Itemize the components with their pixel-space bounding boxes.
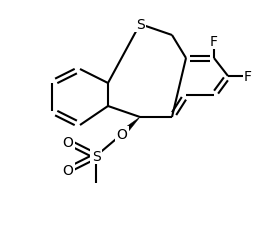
Text: O: O	[116, 128, 127, 141]
Text: O: O	[62, 135, 73, 149]
Text: F: F	[210, 35, 218, 49]
Text: S: S	[92, 149, 100, 163]
Text: S: S	[136, 18, 144, 32]
Polygon shape	[119, 118, 140, 137]
Text: O: O	[62, 163, 73, 177]
Text: F: F	[244, 70, 252, 84]
